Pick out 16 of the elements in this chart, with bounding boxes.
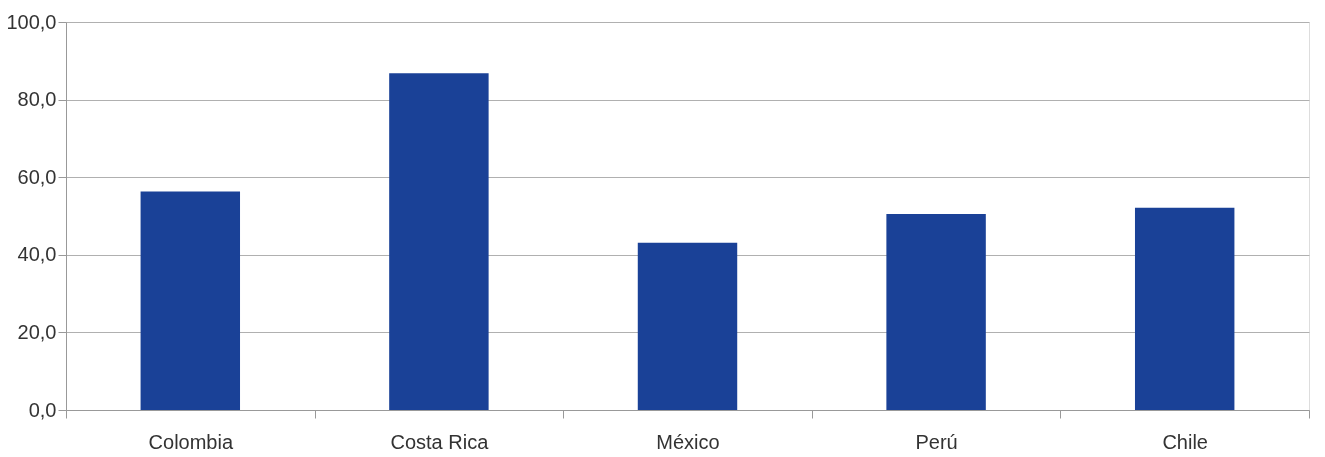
y-tick-label: 80,0 xyxy=(17,88,57,111)
bar xyxy=(886,214,986,410)
y-tick-label: 60,0 xyxy=(17,165,57,188)
bar xyxy=(1134,207,1235,410)
y-tick-label: 0,0 xyxy=(28,398,57,421)
x-tick-label: México xyxy=(656,430,720,453)
x-tick-label: Chile xyxy=(1162,430,1208,453)
y-tick-label: 100,0 xyxy=(6,10,57,33)
y-tick-label: 40,0 xyxy=(17,243,57,266)
bar xyxy=(389,73,489,410)
x-tick-label: Costa Rica xyxy=(390,430,490,453)
bar xyxy=(140,191,241,410)
y-tick-label: 20,0 xyxy=(17,320,57,343)
x-tick-label: Colombia xyxy=(148,430,234,453)
bar xyxy=(637,242,738,410)
x-tick-label: Perú xyxy=(915,430,958,453)
